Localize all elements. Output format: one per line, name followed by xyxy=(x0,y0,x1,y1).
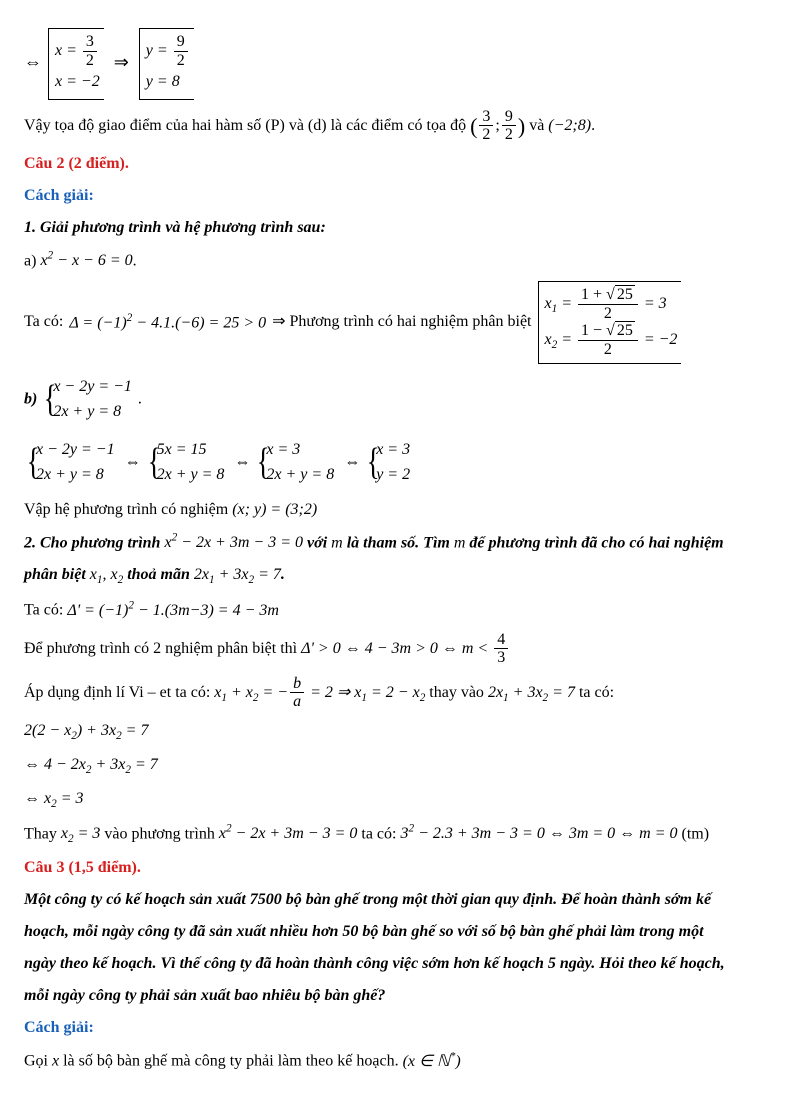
p2-l3: ⇔ x2 = 3 xyxy=(24,787,776,813)
iff: ⇔ xyxy=(125,453,141,470)
intro-conclusion: Vậy tọa độ giao điểm của hai hàm số (P) … xyxy=(24,108,776,144)
cau3-title: Câu 3 (1,5 điểm). xyxy=(24,856,776,880)
cau2-soln: Cách giải: xyxy=(24,184,776,208)
coord2: (−2;8) xyxy=(548,117,591,134)
cau2-b-chain: x − 2y = −1 2x + y = 8 ⇔ 5x = 15 2x + y … xyxy=(24,435,776,490)
cau2-b: b) x − 2y = −1 2x + y = 8 . xyxy=(24,372,776,427)
cau2-a-delta: Ta có: Δ = (−1)2 − 4.1.(−6) = 25 > 0 ⇒ P… xyxy=(24,281,776,363)
cau3-b4: mỗi ngày công ty phải sản xuất bao nhiêu… xyxy=(24,984,776,1008)
p2-l1: 2(2 − x2) + 3x2 = 7 xyxy=(24,719,776,745)
eq: (x; y) = (3;2) xyxy=(232,501,317,518)
cau3-goi: Gọi x là số bộ bàn ghế mà công ty phải l… xyxy=(24,1048,776,1073)
cau3-soln: Cách giải: xyxy=(24,1016,776,1040)
cau3-b1: Một công ty có kế hoạch sản xuất 7500 bộ… xyxy=(24,888,776,912)
cau2-p2-delta: Ta có: Δ' = (−1)2 − 1.(3m−3) = 4 − 3m xyxy=(24,597,776,622)
cau2-a: a) x2 − x − 6 = 0. xyxy=(24,248,776,273)
cau2-p1-title: 1. Giải phương trình và hệ phương trình … xyxy=(24,216,776,240)
text: Vậy tọa độ giao điểm của hai hàm số (P) … xyxy=(24,117,466,134)
cau2-p2-title: 2. Cho phương trình x2 − 2x + 3m − 3 = 0… xyxy=(24,530,776,555)
text: Ta có: xyxy=(24,310,63,334)
text: và xyxy=(529,117,544,134)
cau2-b-concl: Vập hệ phương trình có nghiệm (x; y) = (… xyxy=(24,498,776,522)
text: ⇒ Phương trình có hai nghiệm phân biệt xyxy=(272,310,531,334)
label-a: a) xyxy=(24,252,36,269)
cau2-p2-viet: Áp dụng định lí Vi – et ta có: x1 + x2 =… xyxy=(24,675,776,711)
cau2-p2-title2: phân biệt x1, x2 thoả mãn 2x1 + 3x2 = 7. xyxy=(24,563,776,589)
cau2-p2-cond: Để phương trình có 2 nghiệm phân biệt th… xyxy=(24,631,776,667)
implies: ⇒ xyxy=(114,52,129,72)
cau2-p2-thay: Thay x2 = 3 vào phương trình x2 − 2x + 3… xyxy=(24,821,776,848)
cau2-title: Câu 2 (2 điểm). xyxy=(24,152,776,176)
cau3-b3: ngày theo kế hoạch. Vì thế công ty đã ho… xyxy=(24,952,776,976)
p2-l2: ⇔ 4 − 2x2 + 3x2 = 7 xyxy=(24,753,776,779)
cau3-b2: hoạch, mỗi ngày công ty đã sản xuất nhiề… xyxy=(24,920,776,944)
text: Vập hệ phương trình có nghiệm xyxy=(24,501,228,518)
label-b: b) xyxy=(24,390,37,407)
intro-system: ⇔ x = 32 x = −2 ⇒ y = 92 y = 8 xyxy=(24,28,776,100)
